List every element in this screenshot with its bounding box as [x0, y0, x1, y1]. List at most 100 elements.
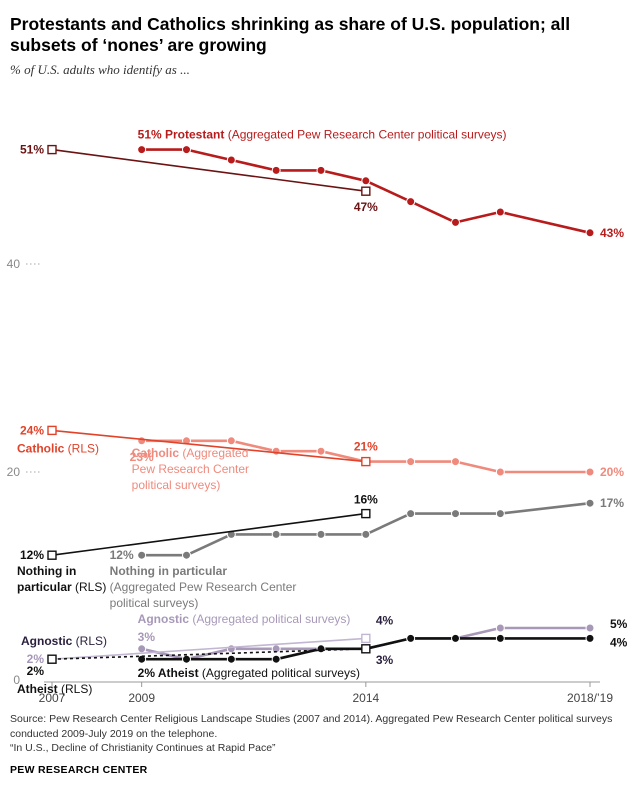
data-label-part: 16% — [354, 493, 378, 507]
data-label: 16% — [354, 493, 378, 507]
data-point-nip_pol — [316, 529, 326, 539]
data-label-part: 24% — [20, 423, 44, 437]
data-label: 21% — [354, 440, 378, 454]
report-title: “In U.S., Decline of Christianity Contin… — [10, 742, 276, 754]
data-label-part: 2% — [27, 652, 45, 666]
data-point-protestant_pol — [585, 228, 595, 238]
data-point-nip_rls — [361, 508, 371, 519]
data-label-part: political surveys) — [110, 596, 199, 610]
data-point-catholic_pol — [495, 467, 505, 477]
data-label-part: 51% — [20, 143, 44, 157]
data-label-part: (RLS) — [72, 634, 107, 648]
data-point-catholic_pol — [226, 436, 236, 446]
data-label-part: Nothing in particular — [110, 564, 228, 578]
data-point-protestant_pol — [316, 165, 326, 175]
y-tick-label: 40 — [7, 257, 21, 271]
data-label-part: (Aggregated Pew Research Center — [110, 580, 297, 594]
data-label: 2% — [27, 664, 45, 678]
data-label: 12% — [20, 548, 44, 562]
data-label: (Aggregated Pew Research Center — [110, 580, 297, 594]
data-point-protestant_pol — [495, 207, 505, 217]
data-label-part: Atheist — [17, 682, 58, 696]
data-point-atheist_pol — [226, 654, 236, 664]
data-point-nip_pol — [271, 529, 281, 539]
data-point-catholic_pol — [137, 436, 147, 446]
data-label: 5% — [610, 617, 628, 631]
data-point-protestant_pol — [406, 197, 416, 207]
data-point-atheist_rls — [361, 644, 371, 654]
data-label: 2% — [27, 652, 45, 666]
data-point-nip_pol — [182, 550, 191, 560]
data-label-part: 51% Protestant — [138, 128, 225, 142]
data-label-part: Nothing in — [17, 564, 76, 578]
series-atheist_rls — [47, 644, 371, 664]
series-nip_pol — [137, 498, 595, 560]
data-point-agnostic_pol — [137, 644, 147, 654]
data-point-nip_pol — [406, 509, 416, 519]
data-label-part: (RLS) — [72, 580, 107, 594]
data-label-part: Pew Research Center — [132, 462, 249, 476]
series-line-nip_pol — [141, 501, 591, 557]
data-label: 3% — [376, 653, 394, 667]
data-label: Nothing in particular — [110, 564, 228, 578]
data-point-protestant_pol — [271, 165, 281, 175]
data-label: 2% Atheist (Aggregated political surveys… — [138, 666, 360, 680]
data-label-part: 20% — [600, 465, 624, 479]
y-tick-label: 20 — [7, 465, 21, 479]
data-label-part: 23% — [130, 450, 154, 464]
chart-title: Protestants and Catholics shrinking as s… — [10, 14, 571, 55]
series-protestant_rls — [47, 144, 371, 196]
data-label-part: Agnostic — [21, 634, 73, 648]
data-point-atheist_pol — [182, 654, 191, 664]
data-label: Agnostic (Aggregated political surveys) — [138, 612, 351, 626]
data-label-part: (Aggregated political surveys) — [199, 666, 360, 680]
data-label: 12% — [110, 548, 134, 562]
data-point-agnostic_pol — [495, 623, 505, 633]
data-label: political surveys) — [110, 596, 199, 610]
data-point-protestant_pol — [361, 176, 371, 186]
data-label-part: Catholic — [17, 441, 65, 455]
data-point-protestant_pol — [226, 155, 236, 165]
chart-footer: Source: Pew Research Center Religious La… — [10, 712, 630, 756]
data-label: 20% — [600, 465, 624, 479]
series-line-atheist_pol — [141, 637, 590, 661]
x-tick-label: 2009 — [128, 691, 155, 705]
data-label-part: 4% — [376, 613, 394, 627]
data-label: 4% — [376, 613, 394, 627]
data-point-atheist_rls — [47, 654, 57, 664]
annotation-layer: 51% 51% Protestant (Aggregated Pew Resear… — [17, 128, 628, 697]
data-point-nip_pol — [137, 550, 147, 560]
data-point-atheist_pol — [585, 633, 595, 643]
series-nip_rls — [47, 508, 371, 560]
data-point-atheist_pol — [495, 633, 505, 643]
data-label: 17% — [600, 496, 624, 510]
chart-subtitle: % of U.S. adults who identify as ... — [10, 62, 190, 77]
data-label-part: 43% — [600, 226, 624, 240]
data-point-protestant_pol — [137, 145, 147, 155]
data-label: 23% — [130, 450, 154, 464]
data-label-part: 12% — [110, 548, 134, 562]
data-label: Catholic (Aggregated — [132, 446, 249, 460]
data-point-nip_pol — [585, 498, 595, 508]
data-point-catholic_rls — [361, 456, 371, 467]
data-label-part: (RLS) — [64, 441, 99, 455]
data-label: 51% Protestant (Aggregated Pew Research … — [138, 128, 507, 142]
series-catholic_rls — [47, 425, 371, 467]
data-label-part: 12% — [20, 548, 44, 562]
y-axis: 0 20 40 — [7, 257, 42, 687]
brand-logo-text: PEW RESEARCH CENTER — [10, 764, 148, 776]
data-label: political surveys) — [132, 478, 221, 492]
data-label: 51% — [20, 143, 44, 157]
data-label: Pew Research Center — [132, 462, 249, 476]
series-line-protestant_pol — [141, 148, 591, 235]
data-label-part: 2% — [27, 664, 45, 678]
data-point-atheist_pol — [271, 654, 281, 664]
series-protestant_pol — [137, 145, 595, 238]
series-line-catholic_pol — [141, 439, 590, 474]
data-point-catholic_pol — [585, 467, 595, 477]
data-label-part: 47% — [354, 200, 378, 214]
x-axis: 2007 2009 2014 2018/’19 — [39, 682, 613, 705]
source-note: Source: Pew Research Center Religious La… — [10, 713, 613, 740]
data-point-agnostic_rls — [361, 633, 371, 644]
data-label-part: Catholic — [132, 446, 180, 460]
